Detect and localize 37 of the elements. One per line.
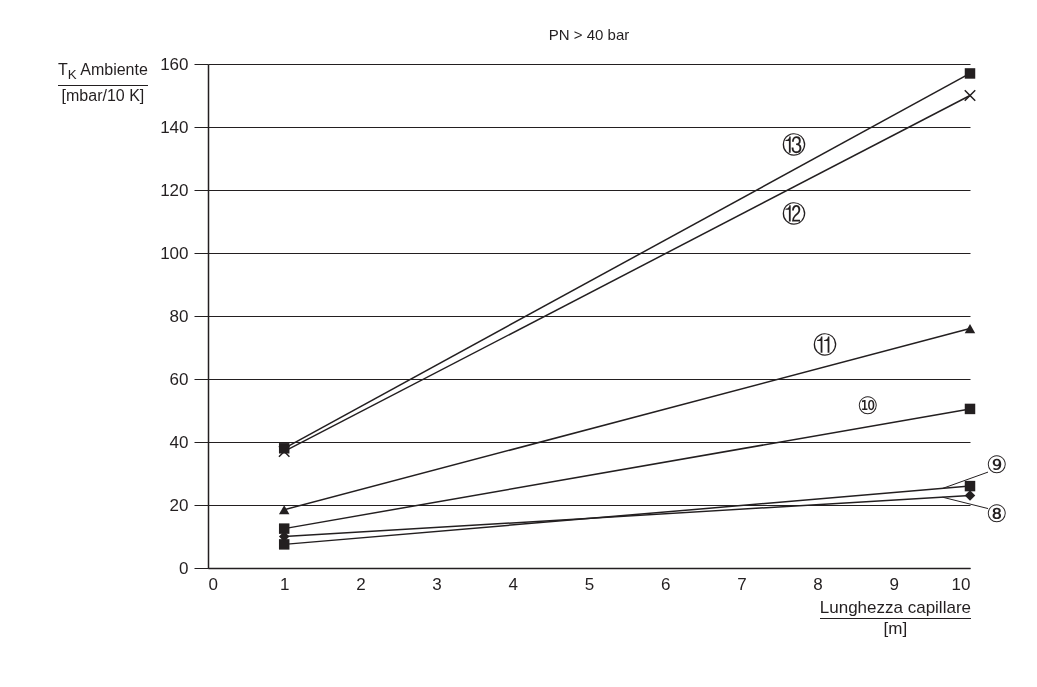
- x-tick-label: 0: [208, 574, 218, 594]
- x-tick-label: 6: [660, 574, 671, 594]
- y-tick-label: 0: [179, 558, 189, 578]
- series-label: ⑫: [782, 199, 807, 227]
- y-tick-label: 40: [169, 432, 189, 452]
- y-tick-label: 140: [160, 117, 189, 137]
- series-label: ⑩: [856, 391, 879, 419]
- x-tick-label: 5: [584, 574, 595, 594]
- x-tick-label: 7: [737, 574, 747, 594]
- x-tick-label: 4: [508, 574, 519, 594]
- y-tick-label: 160: [160, 54, 189, 74]
- point: [278, 539, 290, 550]
- x-tick-label: 2: [356, 574, 366, 594]
- x-tick-label: 10: [951, 574, 971, 594]
- x-tick-label: 1: [279, 574, 290, 594]
- series-label: ⑬: [782, 131, 807, 159]
- x-tick-label: 9: [889, 574, 900, 594]
- y-tick-label: 100: [160, 243, 189, 263]
- y-tick-label: 120: [160, 180, 189, 200]
- x-tick-label: 3: [432, 574, 442, 594]
- legend-label: ⑨: [986, 451, 1008, 479]
- series-label: ⑪: [813, 330, 838, 358]
- y-tick-label: 60: [169, 369, 189, 389]
- y-axis-title: T$_{K}$ Ambiente [mbar/10 K]: [58, 60, 148, 107]
- x-tick-label: 8: [813, 574, 823, 594]
- chart-title: PN > 40 bar: [548, 26, 630, 43]
- point: [278, 523, 290, 534]
- point: [278, 445, 291, 458]
- x-axis-title: Lunghezza capillare [m]: [819, 598, 971, 639]
- legend-label: ⑧: [986, 499, 1008, 527]
- point: [964, 490, 976, 501]
- y-tick-label: 80: [169, 306, 189, 326]
- point: [964, 68, 976, 79]
- y-tick-label: 20: [169, 495, 189, 515]
- point: [964, 480, 976, 492]
- point: [964, 89, 976, 102]
- point: [964, 403, 976, 415]
